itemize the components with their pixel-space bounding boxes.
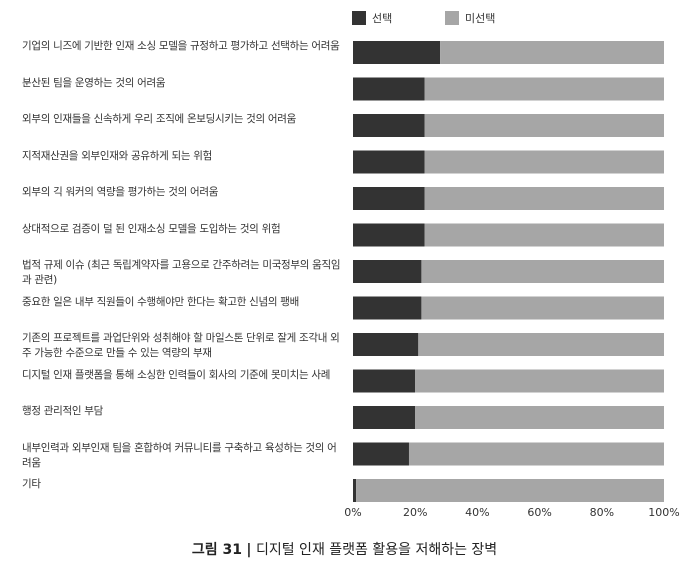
bar-selected-5 bbox=[353, 223, 425, 247]
bar-group bbox=[353, 41, 664, 502]
bar-selected-6 bbox=[353, 260, 422, 283]
x-tick-label-1: 20% bbox=[402, 506, 428, 519]
bar-unselected-1 bbox=[424, 77, 664, 101]
bar-selected-11 bbox=[353, 442, 409, 466]
legend-item-unselected: 미선택 bbox=[445, 10, 495, 26]
bar-selected-0 bbox=[353, 41, 441, 64]
legend-label-unselected: 미선택 bbox=[465, 12, 496, 25]
caption-title: 디지털 인재 플랫폼 활용을 저해하는 장벽 bbox=[255, 542, 498, 558]
category-label-2: 외부의 인재들을 신속하게 우리 조직에 온보딩시키는 것의 어려움 bbox=[22, 113, 296, 125]
x-tick-label-0: 0% bbox=[344, 506, 362, 519]
bar-unselected-3 bbox=[424, 150, 664, 174]
bar-unselected-12 bbox=[356, 479, 664, 502]
bar-unselected-11 bbox=[408, 442, 664, 466]
bar-selected-1 bbox=[353, 77, 425, 101]
category-label-4: 외부의 긱 워커의 역량을 평가하는 것의 어려움 bbox=[22, 186, 219, 198]
bar-selected-12 bbox=[353, 479, 357, 502]
figure-caption: 그림 31 | 디지털 인재 플랫폼 활용을 저해하는 장벽 bbox=[0, 539, 689, 559]
category-label-8: 기존의 프로젝트를 과업단위와 성취해야 할 마일스톤 단위로 잘게 조각내 외… bbox=[22, 332, 340, 359]
category-label-7: 중요한 일은 내부 직원들이 수행해야만 한다는 확고한 신념의 팽배 bbox=[22, 295, 300, 308]
bar-selected-10 bbox=[353, 406, 416, 429]
bar-selected-8 bbox=[353, 333, 419, 356]
legend-item-selected: 선택 bbox=[352, 10, 392, 26]
bar-unselected-0 bbox=[440, 41, 664, 64]
bar-selected-3 bbox=[353, 150, 425, 174]
category-label-1: 분산된 팀을 운영하는 것의 어려움 bbox=[22, 76, 166, 89]
caption-number: 그림 31 bbox=[191, 542, 242, 558]
category-label-10: 행정 관리적인 부담 bbox=[22, 405, 103, 417]
x-tick-label-4: 80% bbox=[589, 506, 615, 519]
category-label-9: 디지털 인재 플랫폼을 통해 소싱한 인력들이 회사의 기준에 못미치는 사례 bbox=[22, 368, 331, 381]
category-label-5: 상대적으로 검증이 덜 된 인재소싱 모델을 도입하는 것의 위험 bbox=[22, 222, 281, 235]
category-label-3: 지적재산권을 외부인재와 공유하게 되는 위험 bbox=[22, 149, 212, 162]
x-tick-label-2: 40% bbox=[465, 506, 490, 519]
bar-selected-9 bbox=[353, 369, 416, 393]
bar-unselected-8 bbox=[418, 333, 664, 356]
bar-unselected-10 bbox=[415, 406, 664, 429]
bar-unselected-7 bbox=[421, 296, 664, 320]
category-label-6: 법적 규제 이슈 (최근 독립계약자를 고용으로 간주하려는 미국정부의 움직임… bbox=[22, 259, 341, 286]
bar-unselected-6 bbox=[421, 260, 664, 283]
category-label-12: 기타 bbox=[22, 478, 41, 490]
bar-unselected-9 bbox=[415, 369, 664, 393]
category-label-11: 내부인력과 외부인재 팀을 혼합하여 커뮤니티를 구축하고 육성하는 것의 어려… bbox=[22, 441, 337, 469]
bar-selected-4 bbox=[353, 187, 425, 210]
category-label-0: 기업의 니즈에 기반한 인재 소싱 모델을 규정하고 평가하고 선택하는 어려움 bbox=[22, 40, 340, 52]
legend-swatch-unselected bbox=[445, 11, 459, 25]
bar-selected-2 bbox=[353, 114, 425, 137]
x-tick-label-3: 60% bbox=[527, 506, 552, 519]
caption-separator: | bbox=[246, 542, 252, 558]
legend-label-selected: 선택 bbox=[372, 12, 393, 25]
bar-unselected-5 bbox=[424, 223, 664, 247]
bar-selected-7 bbox=[353, 296, 422, 320]
bar-unselected-2 bbox=[424, 114, 664, 137]
legend-swatch-selected bbox=[352, 11, 366, 25]
bar-unselected-4 bbox=[424, 187, 664, 210]
x-tick-label-5: 100% bbox=[648, 506, 680, 519]
